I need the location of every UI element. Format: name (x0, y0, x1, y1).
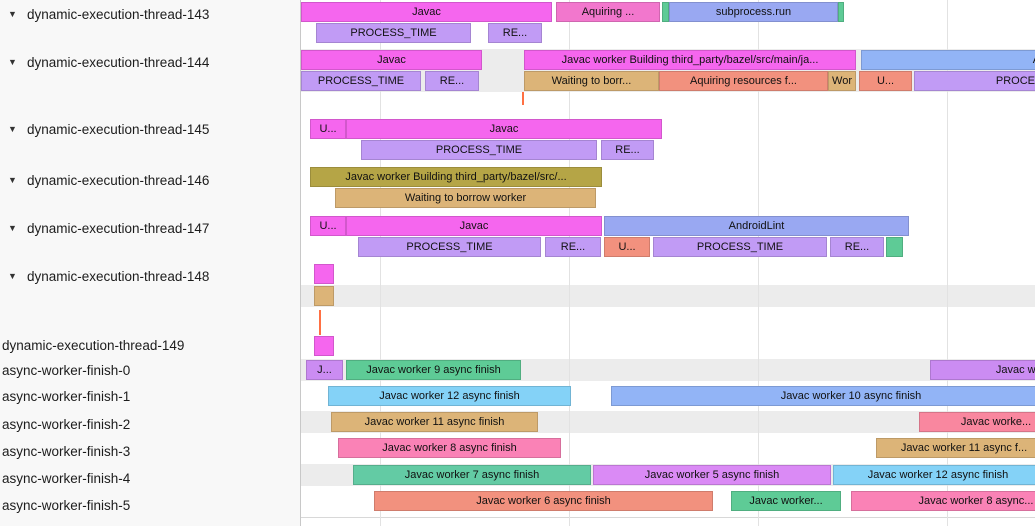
expander-triangle-icon[interactable]: ▼ (8, 57, 17, 67)
trace-slice[interactable]: RE... (425, 71, 479, 91)
trace-slice[interactable]: PROCESS_TIME (301, 71, 421, 91)
track-label-panel: ▼ dynamic-execution-thread-143 ▼ dynamic-ex… (0, 0, 301, 526)
track-label-dynamic-execution-thread-148[interactable]: ▼ dynamic-execution-thread-148 (0, 266, 300, 287)
trace-slice[interactable]: PROCESS_TIME (361, 140, 597, 160)
gridline (380, 0, 381, 526)
track-name: dynamic-execution-thread-147 (27, 221, 210, 236)
track-label-async-worker-finish-1[interactable]: async-worker-finish-1 (0, 386, 300, 407)
gridline (758, 0, 759, 526)
track-name: async-worker-finish-5 (2, 498, 131, 513)
track-label-dynamic-execution-thread-143[interactable]: ▼ dynamic-execution-thread-143 (0, 4, 300, 25)
trace-slice[interactable]: J... (306, 360, 343, 380)
expander-triangle-icon[interactable]: ▼ (8, 9, 17, 19)
instant-event-tick[interactable] (319, 310, 321, 335)
trace-slice[interactable]: U... (604, 237, 650, 257)
track-label-async-worker-finish-4[interactable]: async-worker-finish-4 (0, 468, 300, 489)
gridline (569, 0, 570, 526)
trace-slice[interactable]: Javac worker 6 async finish (374, 491, 713, 511)
trace-slice[interactable]: Javac worker 7 async finish (353, 465, 591, 485)
track-name: async-worker-finish-4 (2, 471, 131, 486)
trace-slice[interactable] (314, 286, 334, 306)
trace-slice[interactable]: Javac worker 8 async... (851, 491, 1035, 511)
trace-slice[interactable]: U... (310, 119, 346, 139)
gridline (947, 0, 948, 526)
track-label-dynamic-execution-thread-145[interactable]: ▼ dynamic-execution-thread-145 (0, 119, 300, 140)
trace-slice[interactable]: Waiting to borr... (524, 71, 659, 91)
track-label-dynamic-execution-thread-147[interactable]: ▼ dynamic-execution-thread-147 (0, 218, 300, 239)
track-label-dynamic-execution-thread-149[interactable]: dynamic-execution-thread-149 (0, 335, 300, 356)
track-label-async-worker-finish-3[interactable]: async-worker-finish-3 (0, 441, 300, 462)
track-label-async-worker-finish-2[interactable]: async-worker-finish-2 (0, 414, 300, 435)
trace-slice[interactable]: Aquiring resources f... (659, 71, 828, 91)
track-label-dynamic-execution-thread-144[interactable]: ▼ dynamic-execution-thread-144 (0, 52, 300, 73)
trace-slice[interactable]: Waiting to borrow worker (335, 188, 596, 208)
trace-slice[interactable]: U... (310, 216, 346, 236)
trace-slice[interactable]: Javac (346, 216, 602, 236)
track-label-async-worker-finish-5[interactable]: async-worker-finish-5 (0, 495, 300, 516)
track-name: dynamic-execution-thread-148 (27, 269, 210, 284)
trace-slice[interactable]: PROCESS_TIME (914, 71, 1035, 91)
trace-slice[interactable] (886, 237, 903, 257)
trace-slice[interactable]: Javac worker 8 async finish (338, 438, 561, 458)
track-name: dynamic-execution-thread-149 (2, 338, 185, 353)
trace-slice[interactable]: Javac worker Building third_party/bazel/… (310, 167, 602, 187)
trace-slice[interactable]: Javac worke... (919, 412, 1035, 432)
expander-triangle-icon[interactable]: ▼ (8, 124, 17, 134)
trace-slice[interactable]: Wor (828, 71, 856, 91)
trace-slice[interactable]: Javac worker... (731, 491, 841, 511)
trace-slice[interactable]: Aquiring ... (556, 2, 660, 22)
trace-slice[interactable]: Javac worker 11 async f... (876, 438, 1035, 458)
trace-slice[interactable]: U... (859, 71, 912, 91)
row-stripe (301, 517, 1035, 518)
trace-slice[interactable]: PROCESS_TIME (316, 23, 471, 43)
trace-slice[interactable]: Javac worker 10 async finish (611, 386, 1035, 406)
expander-triangle-icon[interactable]: ▼ (8, 175, 17, 185)
trace-slice[interactable]: AndroidLint (604, 216, 909, 236)
trace-slice[interactable] (838, 2, 844, 22)
instant-event-tick[interactable] (522, 92, 524, 105)
trace-slice[interactable]: A... (861, 50, 1035, 70)
trace-slice[interactable]: RE... (601, 140, 654, 160)
trace-slice[interactable]: Javac worker Building third_party/bazel/… (524, 50, 856, 70)
expander-triangle-icon[interactable]: ▼ (8, 223, 17, 233)
trace-slice[interactable]: Javac worker 12 async finish (833, 465, 1035, 485)
trace-slice[interactable] (314, 264, 334, 284)
trace-slice[interactable]: Javac worker 11 async finish (331, 412, 538, 432)
trace-slice[interactable]: PROCESS_TIME (653, 237, 827, 257)
track-label-async-worker-finish-0[interactable]: async-worker-finish-0 (0, 360, 300, 381)
trace-slice[interactable]: Javac (346, 119, 662, 139)
track-label-dynamic-execution-thread-146[interactable]: ▼ dynamic-execution-thread-146 (0, 170, 300, 191)
trace-slice[interactable]: Javac worker 9 async finish (346, 360, 521, 380)
track-name: dynamic-execution-thread-146 (27, 173, 210, 188)
track-name: dynamic-execution-thread-143 (27, 7, 210, 22)
trace-slice[interactable]: Javac worker 12 async finish (328, 386, 571, 406)
trace-slice[interactable] (662, 2, 669, 22)
trace-slice[interactable] (314, 336, 334, 356)
trace-slice[interactable]: Javac w... (930, 360, 1035, 380)
track-name: async-worker-finish-0 (2, 363, 131, 378)
timeline-canvas[interactable]: Javac Aquiring ... subprocess.run PROCESS_T… (301, 0, 1035, 526)
track-name: dynamic-execution-thread-144 (27, 55, 210, 70)
trace-slice[interactable]: Javac worker 5 async finish (593, 465, 831, 485)
track-name: dynamic-execution-thread-145 (27, 122, 210, 137)
track-name: async-worker-finish-3 (2, 444, 131, 459)
trace-slice[interactable]: Javac (301, 50, 482, 70)
track-name: async-worker-finish-2 (2, 417, 131, 432)
expander-triangle-icon[interactable]: ▼ (8, 271, 17, 281)
trace-slice[interactable]: RE... (830, 237, 884, 257)
row-stripe (301, 285, 1035, 307)
trace-slice[interactable]: RE... (545, 237, 601, 257)
trace-slice[interactable]: Javac (301, 2, 552, 22)
trace-slice[interactable]: RE... (488, 23, 542, 43)
trace-slice[interactable]: PROCESS_TIME (358, 237, 541, 257)
trace-slice[interactable]: subprocess.run (669, 2, 838, 22)
track-name: async-worker-finish-1 (2, 389, 131, 404)
